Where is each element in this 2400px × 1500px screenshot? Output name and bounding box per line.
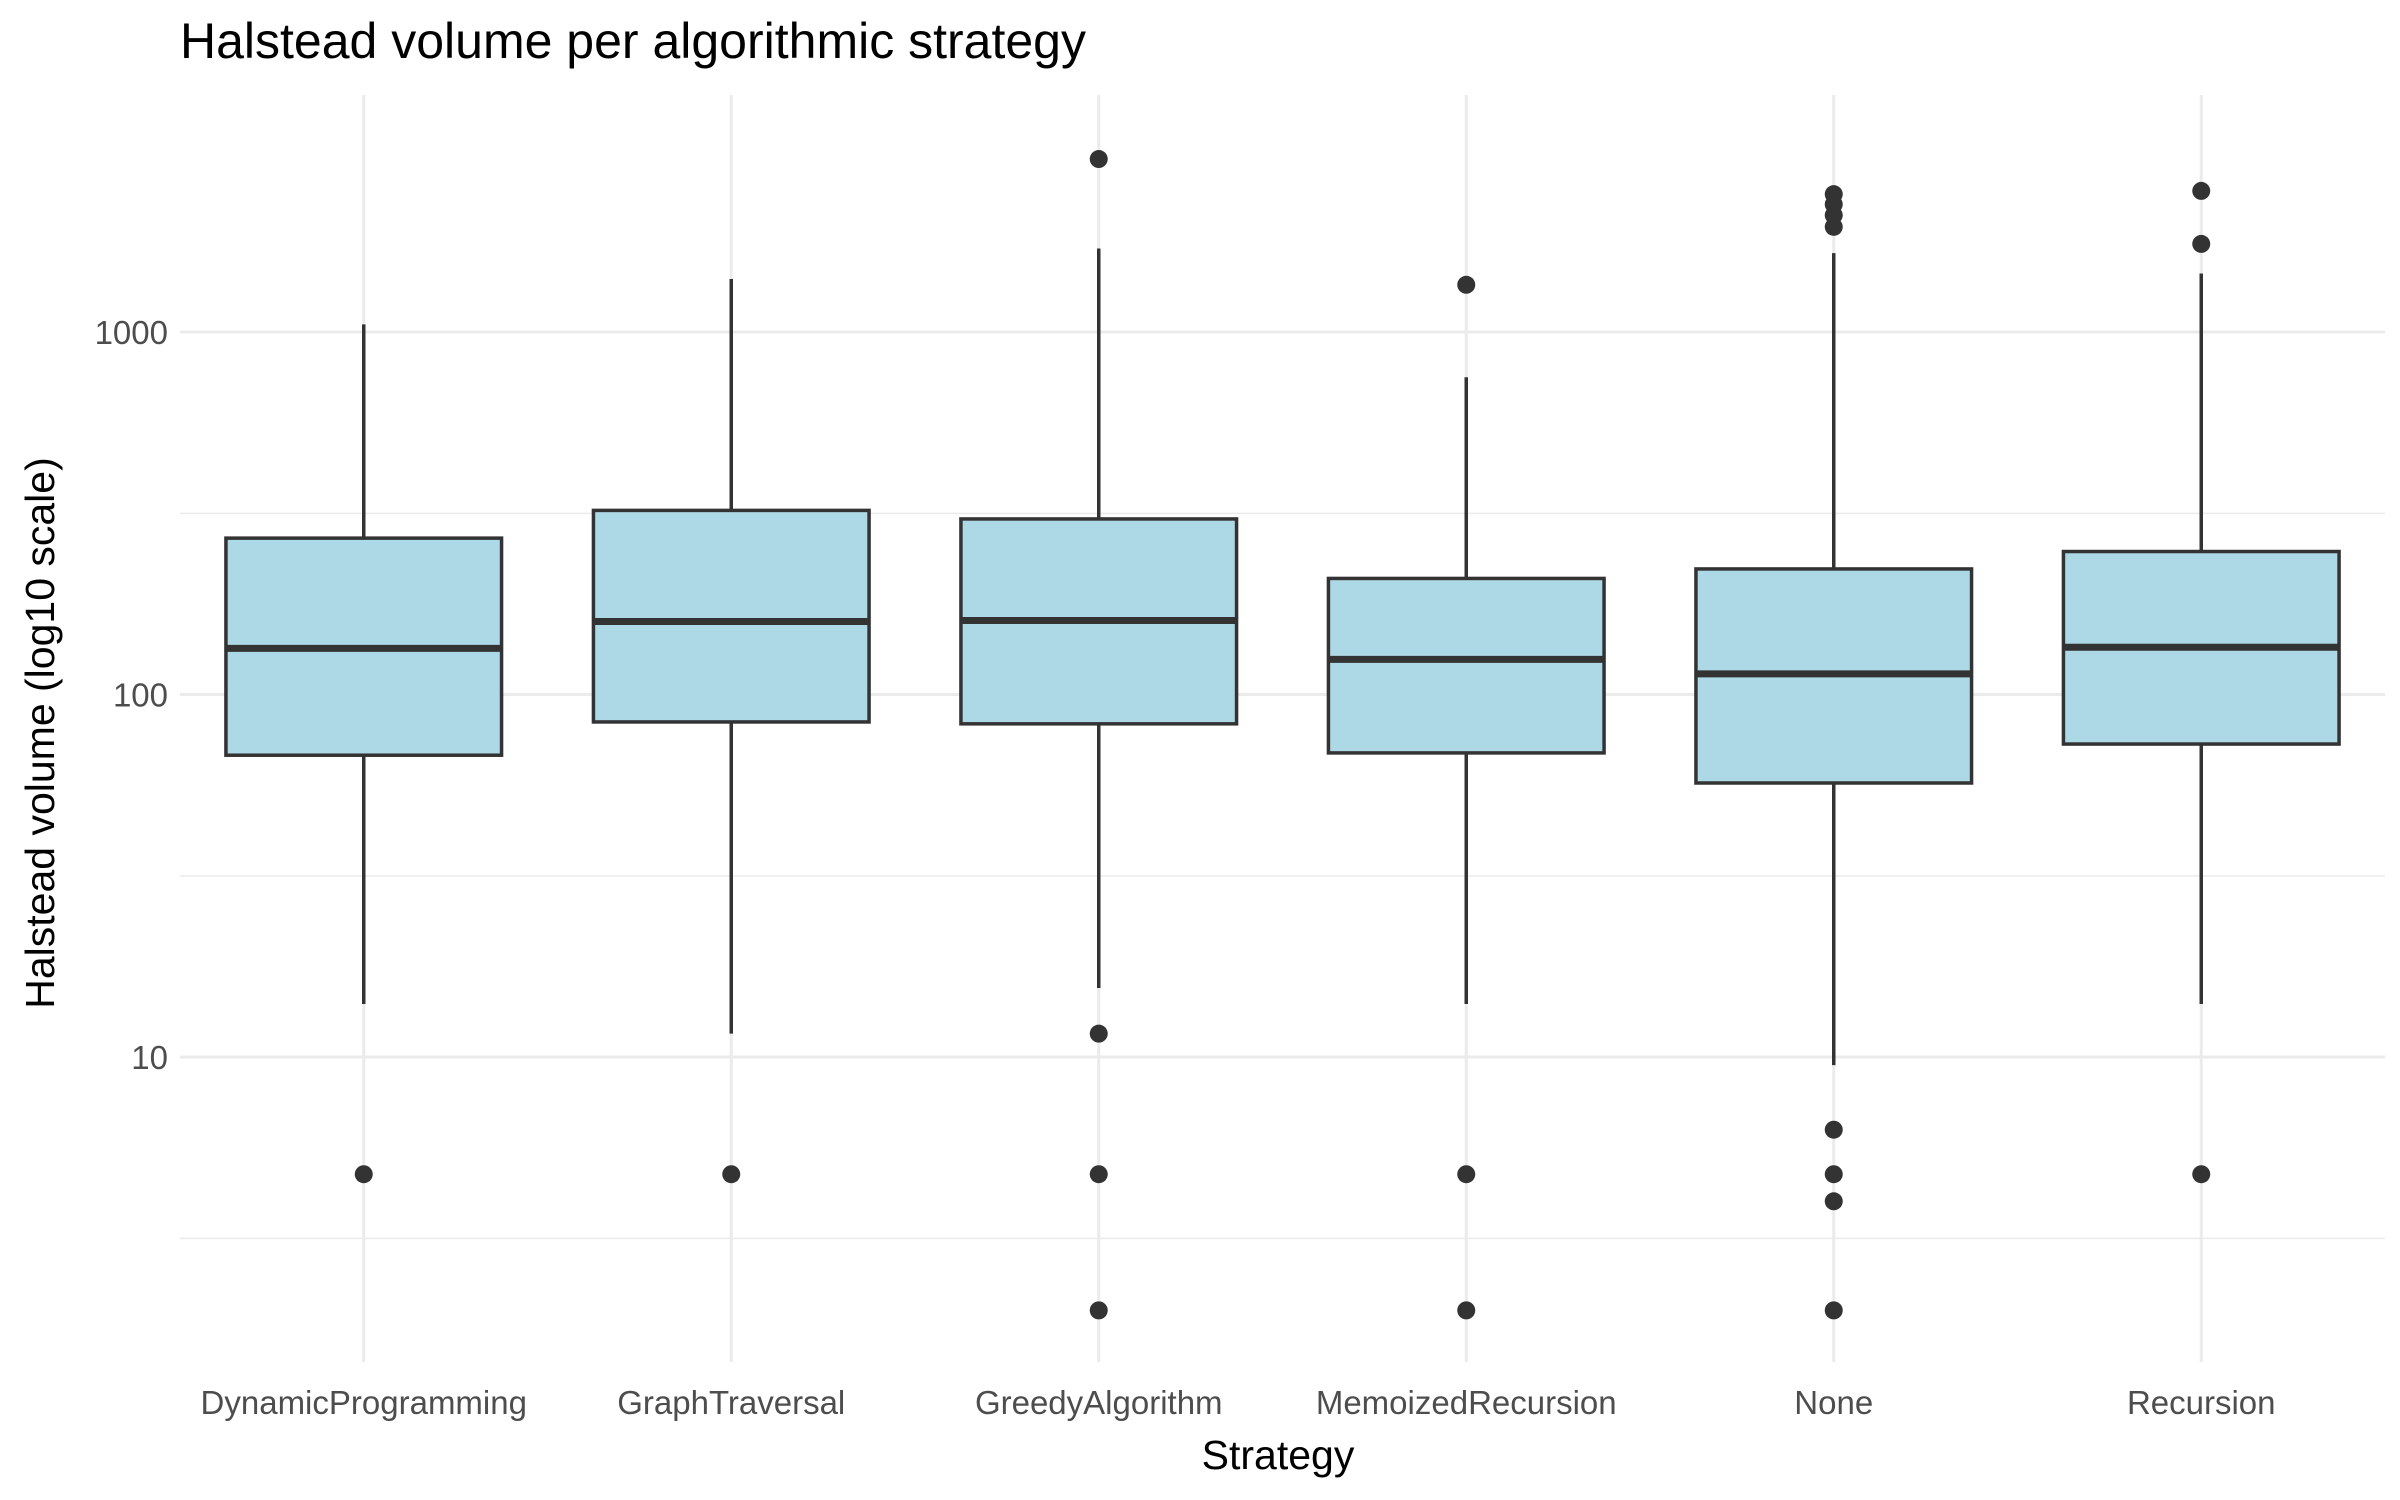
- boxes: [224, 150, 2341, 1320]
- outlier-point: [354, 1165, 373, 1184]
- chart-title: Halstead volume per algorithmic strategy: [180, 13, 1086, 69]
- x-axis-title: Strategy: [1202, 1432, 1355, 1478]
- axes: 10 100 1000 DynamicProgramming GraphTraversa…: [95, 314, 2276, 1421]
- x-tick-label: GreedyAlgorithm: [975, 1384, 1223, 1421]
- outlier-point: [1457, 275, 1476, 294]
- x-tick-label: None: [1794, 1384, 1873, 1421]
- box-group: [1326, 275, 1606, 1320]
- box-group: [224, 324, 504, 1184]
- box-group: [1694, 185, 1974, 1320]
- y-tick-label: 1000: [95, 314, 168, 351]
- outlier-point: [1824, 1192, 1843, 1211]
- outlier-point: [2192, 1165, 2211, 1184]
- y-axis-title: Halstead volume (log10 scale): [17, 457, 63, 1009]
- box-group: [591, 279, 871, 1184]
- x-tick-label: GraphTraversal: [617, 1384, 845, 1421]
- outlier-point: [1089, 150, 1108, 169]
- outlier-point: [722, 1165, 741, 1184]
- outlier-point: [1457, 1301, 1476, 1320]
- outlier-point: [1089, 1165, 1108, 1184]
- x-tick-label: Recursion: [2127, 1384, 2276, 1421]
- outlier-point: [1089, 1024, 1108, 1043]
- outlier-point: [1824, 1165, 1843, 1184]
- box-group: [2061, 181, 2341, 1184]
- outlier-point: [1824, 1301, 1843, 1320]
- outlier-point: [1824, 1120, 1843, 1139]
- outlier-point: [1457, 1165, 1476, 1184]
- y-tick-label: 100: [113, 677, 168, 714]
- outlier-point: [2192, 234, 2211, 253]
- outlier-point: [2192, 181, 2211, 200]
- outlier-point: [1089, 1301, 1108, 1320]
- iqr-box: [591, 508, 871, 724]
- iqr-box: [1326, 576, 1606, 755]
- x-tick-label: DynamicProgramming: [201, 1384, 527, 1421]
- outlier-point: [1824, 217, 1843, 236]
- x-tick-label: MemoizedRecursion: [1316, 1384, 1617, 1421]
- box-group: [959, 150, 1239, 1320]
- y-tick-label: 10: [131, 1039, 168, 1076]
